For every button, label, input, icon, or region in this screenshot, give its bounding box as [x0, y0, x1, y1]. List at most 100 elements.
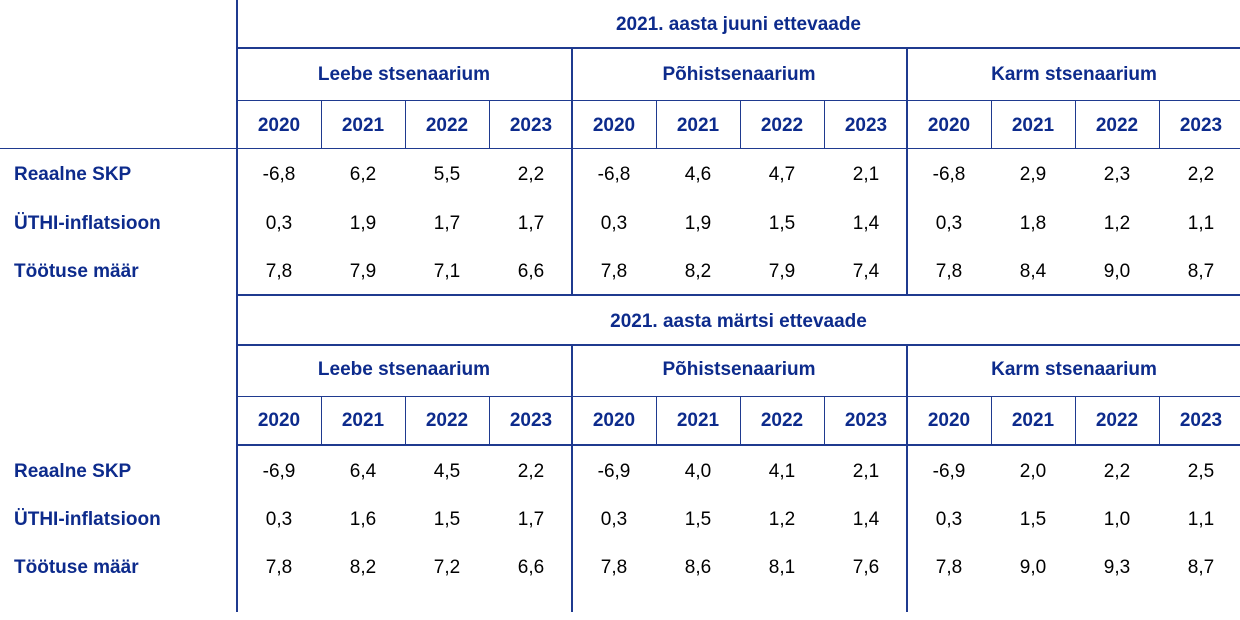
divider-horizontal [237, 444, 1240, 446]
table-cell: 4,0 [684, 461, 712, 482]
table-cell: 2,1 [852, 461, 880, 482]
table-cell: 6,6 [517, 557, 545, 578]
table-cell: 0,3 [935, 509, 963, 530]
table-cell: 2,1 [852, 164, 880, 185]
divider-vertical [571, 48, 573, 295]
divider-vertical [405, 100, 406, 149]
table-cell: 7,9 [768, 261, 796, 282]
table-cell: 8,2 [684, 261, 712, 282]
table-cell: 2,2 [1103, 461, 1131, 482]
table-cell: 7,9 [349, 261, 377, 282]
year-header: 2020 [257, 115, 301, 136]
table-cell: -6,8 [932, 164, 966, 185]
divider-vertical [656, 100, 657, 149]
divider-vertical [906, 345, 908, 612]
year-header: 2023 [844, 115, 888, 136]
divider-vertical [571, 345, 573, 612]
year-header: 2021 [341, 410, 385, 431]
year-header: 2023 [509, 410, 553, 431]
section-title: 2021. aasta märtsi ettevaade [610, 311, 867, 332]
table-cell: 2,3 [1103, 164, 1131, 185]
divider-horizontal [237, 47, 1240, 49]
table-cell: 8,7 [1187, 557, 1215, 578]
year-header: 2021 [676, 410, 720, 431]
divider-vertical [321, 396, 322, 445]
table-cell: 1,7 [433, 213, 461, 234]
table-cell: 4,1 [768, 461, 796, 482]
year-header: 2022 [425, 115, 469, 136]
table-cell: 7,8 [600, 261, 628, 282]
scenario-header: Karm stsenaarium [991, 359, 1157, 380]
year-header: 2022 [760, 115, 804, 136]
table-cell: 6,6 [517, 261, 545, 282]
table-cell: 8,4 [1019, 261, 1047, 282]
table-cell: 0,3 [935, 213, 963, 234]
divider-vertical [405, 396, 406, 445]
divider-vertical [236, 0, 238, 612]
table-cell: 2,2 [517, 164, 545, 185]
divider-vertical [824, 100, 825, 149]
divider-vertical [740, 100, 741, 149]
divider-horizontal [237, 100, 1240, 101]
divider-vertical [321, 100, 322, 149]
row-label: Töötuse määr [14, 557, 139, 578]
scenario-header: Leebe stsenaarium [317, 64, 491, 85]
year-header: 2022 [1095, 115, 1139, 136]
divider-vertical [489, 100, 490, 149]
row-label: ÜTHI-inflatsioon [14, 509, 161, 530]
table-cell: 0,3 [600, 213, 628, 234]
table-cell: 4,6 [684, 164, 712, 185]
table-cell: 8,7 [1187, 261, 1215, 282]
table-cell: 1,7 [517, 213, 545, 234]
table-cell: -6,9 [932, 461, 966, 482]
divider-vertical [740, 396, 741, 445]
year-header: 2022 [760, 410, 804, 431]
divider-vertical [489, 396, 490, 445]
divider-horizontal [0, 148, 1240, 149]
divider-vertical [824, 396, 825, 445]
year-header: 2021 [676, 115, 720, 136]
divider-vertical [1075, 396, 1076, 445]
table-cell: 0,3 [265, 213, 293, 234]
divider-vertical [656, 396, 657, 445]
year-header: 2023 [1179, 410, 1223, 431]
table-cell: 7,8 [600, 557, 628, 578]
divider-horizontal [237, 396, 1240, 397]
table-cell: 2,0 [1019, 461, 1047, 482]
table-cell: 2,2 [1187, 164, 1215, 185]
divider-vertical [906, 48, 908, 295]
year-header: 2023 [844, 410, 888, 431]
table-cell: 6,2 [349, 164, 377, 185]
table-cell: 8,6 [684, 557, 712, 578]
table-cell: 1,6 [349, 509, 377, 530]
year-header: 2023 [1179, 115, 1223, 136]
table-cell: 1,9 [684, 213, 712, 234]
table-cell: 1,2 [768, 509, 796, 530]
year-header: 2020 [927, 115, 971, 136]
table-cell: 7,6 [852, 557, 880, 578]
table-cell: 7,8 [935, 261, 963, 282]
year-header: 2021 [341, 115, 385, 136]
row-label: Reaalne SKP [14, 164, 132, 185]
row-label: Reaalne SKP [14, 461, 132, 482]
year-header: 2020 [927, 410, 971, 431]
scenario-header: Karm stsenaarium [991, 64, 1157, 85]
table-cell: 0,3 [265, 509, 293, 530]
table-cell: 8,2 [349, 557, 377, 578]
table-cell: 9,0 [1019, 557, 1047, 578]
table-cell: 7,2 [433, 557, 461, 578]
table-cell: 7,8 [265, 557, 293, 578]
year-header: 2021 [1011, 115, 1055, 136]
table-cell: -6,9 [597, 461, 631, 482]
table-cell: 1,4 [852, 509, 880, 530]
table-cell: 1,1 [1187, 213, 1215, 234]
year-header: 2020 [592, 410, 636, 431]
table-cell: 4,5 [433, 461, 461, 482]
divider-vertical [991, 396, 992, 445]
year-header: 2023 [509, 115, 553, 136]
table-cell: 8,1 [768, 557, 796, 578]
table-cell: 7,1 [433, 261, 461, 282]
scenario-header: Põhistsenaarium [662, 64, 816, 85]
table-cell: 4,7 [768, 164, 796, 185]
table-cell: 5,5 [433, 164, 461, 185]
